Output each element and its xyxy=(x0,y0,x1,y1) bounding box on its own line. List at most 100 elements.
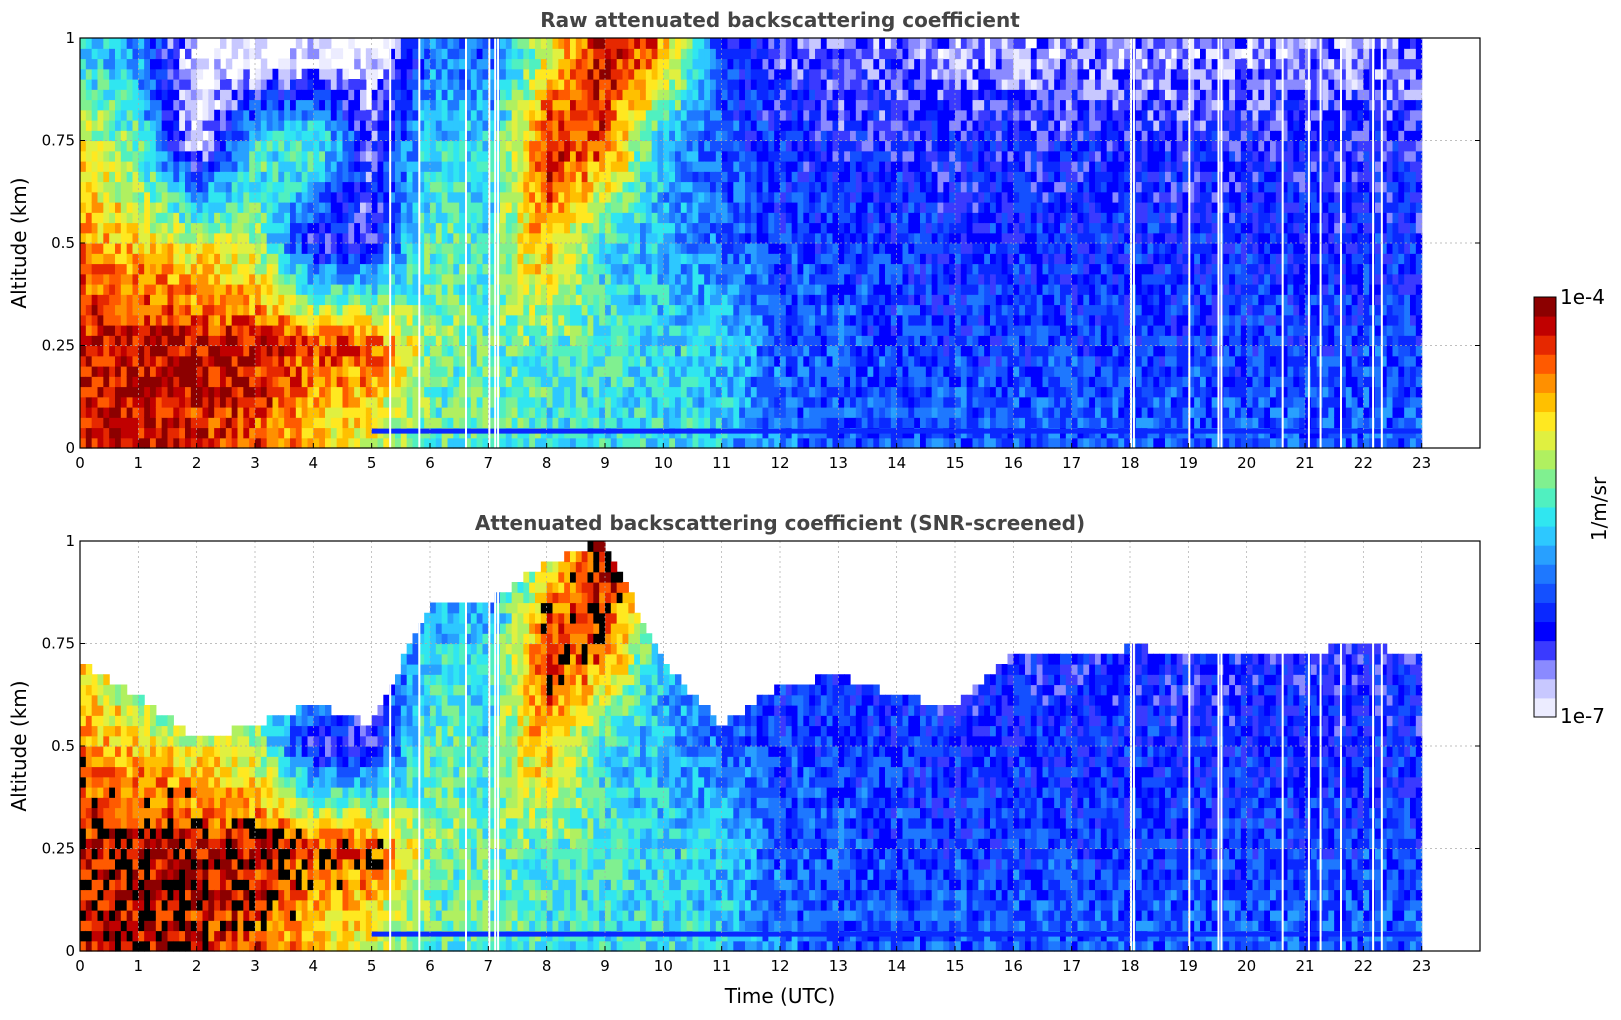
heatmap-cell xyxy=(500,99,507,111)
heatmap-cell xyxy=(710,89,717,101)
heatmap-cell xyxy=(237,437,244,449)
heatmap-cell xyxy=(196,437,204,449)
heatmap-cell xyxy=(342,99,349,111)
heatmap-cell xyxy=(202,202,209,213)
heatmap-cell xyxy=(284,79,291,90)
heatmap-cell xyxy=(214,437,221,449)
heatmap-cell xyxy=(645,253,653,265)
heatmap-cell xyxy=(762,376,769,388)
heatmap-cell xyxy=(657,253,664,265)
heatmap-cell xyxy=(173,335,180,347)
heatmap-cell xyxy=(85,161,93,172)
heatmap-cell xyxy=(342,263,349,275)
heatmap-cell xyxy=(412,294,419,306)
heatmap-cell xyxy=(85,109,93,121)
heatmap-cell xyxy=(698,120,705,131)
heatmap-cell xyxy=(815,304,822,316)
heatmap-cell xyxy=(721,140,729,152)
heatmap-cell xyxy=(243,396,250,408)
heatmap-cell xyxy=(756,243,764,254)
heatmap-cell xyxy=(255,376,262,388)
heatmap-cell xyxy=(651,171,659,183)
heatmap-cell xyxy=(260,181,268,193)
heatmap-cell xyxy=(336,120,344,131)
heatmap-cell xyxy=(453,366,460,377)
heatmap-cell xyxy=(185,304,192,316)
heatmap-cell xyxy=(412,161,419,172)
heatmap-cell xyxy=(132,417,139,429)
heatmap-cell xyxy=(645,130,653,142)
heatmap-cell xyxy=(447,181,454,193)
heatmap-cell xyxy=(663,263,670,275)
heatmap-cell xyxy=(412,376,419,388)
heatmap-cell xyxy=(190,140,198,152)
heatmap-cell xyxy=(680,109,688,121)
heatmap-cell xyxy=(196,314,204,326)
heatmap-cell xyxy=(529,222,536,234)
heatmap-cell xyxy=(517,150,524,162)
heatmap-cell xyxy=(640,314,647,326)
heatmap-cell xyxy=(330,417,338,429)
heatmap-cell xyxy=(290,417,297,429)
heatmap-cell xyxy=(680,407,688,418)
heatmap-cell xyxy=(126,109,134,121)
heatmap-cell xyxy=(354,150,361,162)
heatmap-cell xyxy=(360,161,367,172)
heatmap-cell xyxy=(295,355,303,367)
heatmap-cell xyxy=(360,181,367,193)
heatmap-cell xyxy=(803,314,810,326)
heatmap-cell xyxy=(138,243,145,254)
heatmap-cell xyxy=(529,335,536,347)
heatmap-cell xyxy=(465,314,472,326)
heatmap-cell xyxy=(593,437,600,449)
heatmap-cell xyxy=(476,273,484,285)
heatmap-cell xyxy=(459,253,466,265)
heatmap-cell xyxy=(791,171,799,183)
heatmap-cell xyxy=(278,417,285,429)
heatmap-cell xyxy=(815,232,822,244)
heatmap-cell xyxy=(721,99,729,111)
heatmap-cell xyxy=(733,79,740,90)
heatmap-cell xyxy=(476,314,484,326)
heatmap-cell xyxy=(459,304,466,316)
heatmap-cell xyxy=(138,89,145,101)
heatmap-cell xyxy=(435,48,443,60)
heatmap-cell xyxy=(605,232,612,244)
heatmap-cell xyxy=(634,38,641,49)
heatmap-cell xyxy=(214,68,221,80)
heatmap-cell xyxy=(809,202,816,213)
heatmap-cell xyxy=(692,120,699,131)
heatmap-cell xyxy=(540,386,548,398)
heatmap-cell xyxy=(126,202,134,213)
heatmap-cell xyxy=(634,161,641,172)
heatmap-cell xyxy=(750,99,758,111)
heatmap-cell xyxy=(150,366,157,377)
heatmap-cell xyxy=(529,386,536,398)
heatmap-cell xyxy=(599,202,606,213)
heatmap-cell xyxy=(762,314,769,326)
heatmap-cell xyxy=(645,263,653,275)
heatmap-cell xyxy=(459,314,466,326)
heatmap-cell xyxy=(190,407,198,418)
heatmap-cell xyxy=(809,437,816,449)
heatmap-cell xyxy=(476,366,484,377)
heatmap-cell xyxy=(663,407,670,418)
heatmap-cell xyxy=(115,294,122,306)
heatmap-cell xyxy=(150,243,157,254)
heatmap-cell xyxy=(791,48,799,60)
heatmap-cell xyxy=(295,325,303,336)
heatmap-cell xyxy=(85,273,93,285)
heatmap-cell xyxy=(383,38,390,49)
heatmap-cell xyxy=(610,89,618,101)
heatmap-cell xyxy=(371,335,379,347)
heatmap-cell xyxy=(313,232,320,244)
heatmap-cell xyxy=(424,181,431,193)
heatmap-cell xyxy=(476,263,484,275)
heatmap-cell xyxy=(465,366,472,377)
heatmap-cell xyxy=(459,273,466,285)
heatmap-cell xyxy=(762,38,769,49)
heatmap-cell xyxy=(214,355,221,367)
heatmap-cell xyxy=(535,150,542,162)
heatmap-cell xyxy=(325,232,332,244)
heatmap-cell xyxy=(453,407,460,418)
